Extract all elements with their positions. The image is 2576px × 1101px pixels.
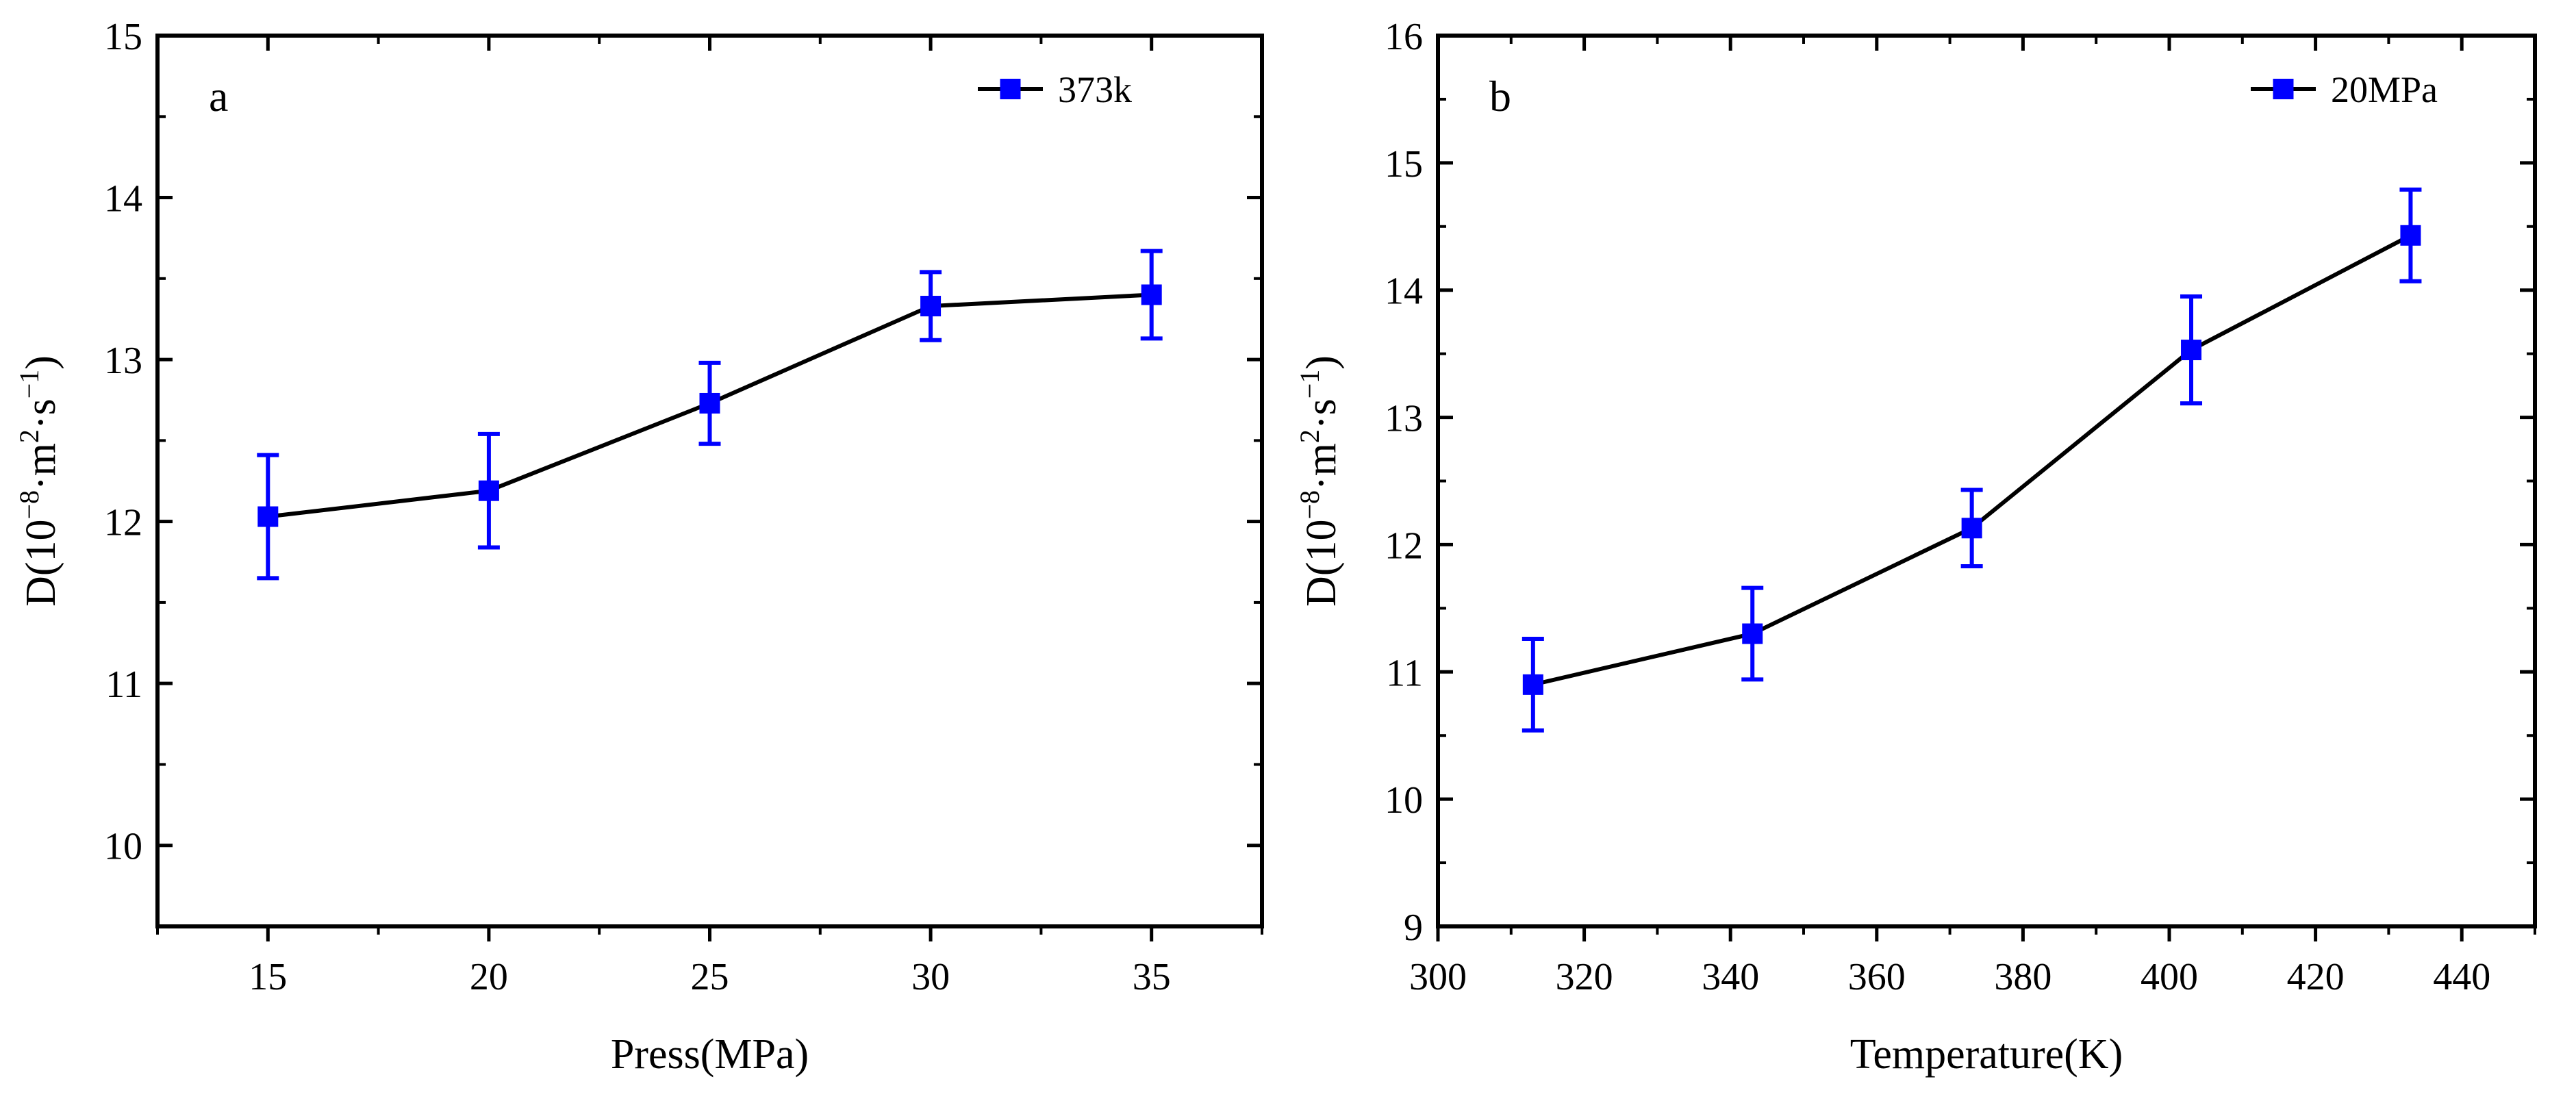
y-axis-title-text: ) [1298, 355, 1345, 370]
x-tick-label: 440 [2433, 956, 2490, 998]
y-tick-label: 13 [1385, 398, 1423, 440]
legend: 373k [978, 69, 1132, 110]
x-tick-label: 15 [249, 956, 287, 998]
x-tick-label: 360 [1848, 956, 1906, 998]
x-tick-label: 20 [470, 956, 508, 998]
plot-frame [155, 34, 1264, 928]
y-axis-title-text: ·m [1298, 443, 1345, 490]
panel-label: b [1489, 72, 1511, 121]
x-axis-title: Temperature(K) [1850, 1031, 2123, 1078]
data-point [1141, 284, 1162, 305]
x-tick-label: 300 [1409, 956, 1467, 998]
y-tick-label: 16 [1385, 16, 1423, 58]
y-axis-title-text: ·s [1298, 398, 1345, 429]
x-tick-label: 30 [911, 956, 950, 998]
legend-marker [2273, 79, 2294, 99]
y-axis-title-superscript: −1 [14, 370, 45, 399]
legend-marker [1000, 79, 1021, 99]
y-tick-label: 15 [104, 16, 142, 58]
x-tick-label: 25 [691, 956, 729, 998]
x-tick-label: 340 [1702, 956, 1759, 998]
legend: 20MPa [2251, 69, 2438, 110]
y-axis-title-text: ) [18, 355, 64, 370]
y-axis-title-superscript: 2 [1294, 429, 1325, 443]
y-axis-title-text: D(10 [1298, 520, 1345, 607]
y-axis-title-text: ·m [18, 443, 64, 490]
x-tick-label: 420 [2287, 956, 2345, 998]
y-tick-label: 13 [104, 340, 142, 382]
panel-label: a [209, 72, 228, 121]
data-point [1961, 518, 1982, 539]
panel-b: 300 320 340 360 380 400 420 440 9 10 11 12 13 14 15 16 T… [1294, 16, 2537, 1078]
y-tick-label: 12 [104, 502, 142, 544]
x-tick-label: 380 [1994, 956, 2051, 998]
y-tick-label: 15 [1385, 143, 1423, 186]
y-tick-label: 12 [1385, 524, 1423, 567]
data-point [2400, 225, 2421, 246]
y-axis-title: D(10−8·m2·s−1) [14, 355, 64, 607]
x-tick-label: 35 [1133, 956, 1171, 998]
y-axis-title-text: ·s [18, 398, 64, 429]
y-axis-title-superscript: −1 [1294, 370, 1325, 399]
series-20MPa [1521, 187, 2422, 733]
series-373k [257, 249, 1163, 581]
plot-frame [1436, 34, 2537, 928]
y-axis-title-superscript: −8 [1294, 490, 1325, 520]
data-point [478, 480, 499, 501]
y-tick-label: 11 [1386, 652, 1423, 694]
series-line [1532, 233, 2412, 687]
y-tick-label: 10 [104, 826, 142, 868]
y-tick-label: 10 [1385, 779, 1423, 822]
panel-a: 15 20 25 30 35 10 11 12 13 14 15 Press(MPa) D(10−8·m… [14, 16, 1264, 1078]
data-point [920, 296, 942, 317]
data-point [2181, 340, 2202, 361]
x-tick-label: 320 [1556, 956, 1613, 998]
data-point [257, 506, 279, 527]
x-tick-label: 400 [2141, 956, 2198, 998]
y-tick-label: 11 [105, 663, 142, 706]
y-axis-title-text: D(10 [18, 520, 64, 607]
legend-label: 20MPa [2331, 69, 2438, 110]
y-tick-label: 9 [1404, 907, 1423, 949]
y-axis-title-superscript: −8 [14, 490, 45, 520]
data-point [1742, 623, 1763, 644]
y-tick-label: 14 [104, 178, 142, 220]
x-axis-title: Press(MPa) [611, 1031, 809, 1078]
y-tick-label: 14 [1385, 270, 1423, 313]
y-axis-title: D(10−8·m2·s−1) [1294, 355, 1345, 607]
data-point [1522, 674, 1543, 695]
legend-label: 373k [1058, 69, 1132, 110]
data-point [699, 392, 720, 414]
y-axis-title-superscript: 2 [14, 429, 45, 443]
